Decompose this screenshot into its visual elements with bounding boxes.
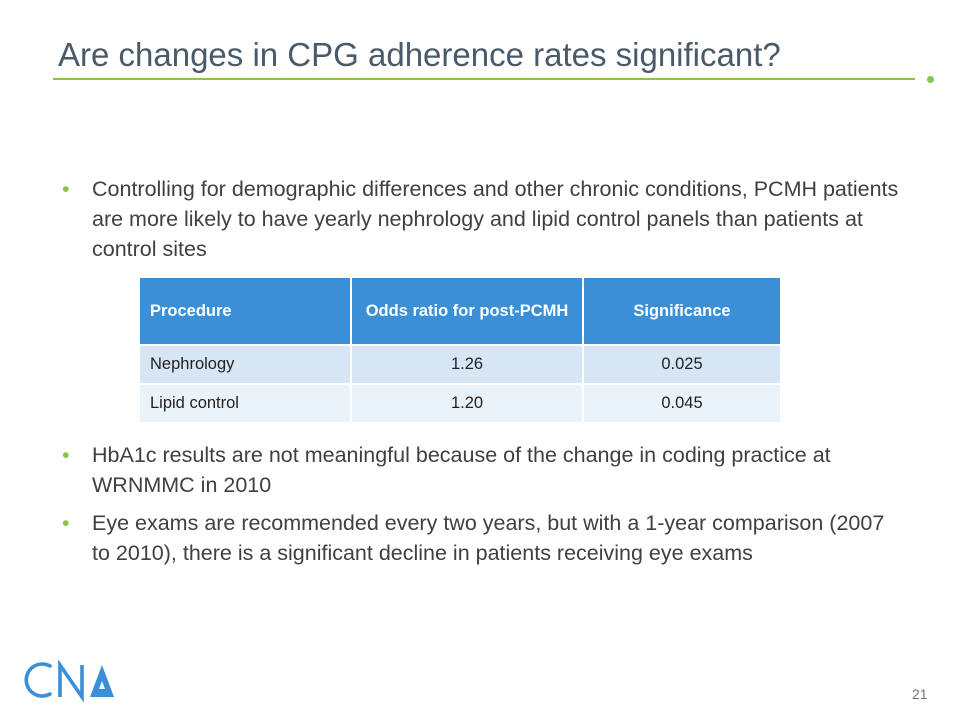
table-header-row: Procedure Odds ratio for post-PCMH Signi…	[140, 278, 780, 345]
logo-letter-n	[58, 660, 84, 702]
title-underline	[53, 78, 915, 80]
header-procedure: Procedure	[140, 278, 351, 345]
cell-odds-ratio: 1.26	[350, 344, 583, 384]
bullet-list: Controlling for demographic differences …	[62, 174, 912, 568]
header-odds-ratio: Odds ratio for post-PCMH	[350, 278, 583, 345]
bullet-item: Eye exams are recommended every two year…	[62, 508, 892, 568]
cna-logo	[24, 660, 114, 702]
cell-significance: 0.045	[582, 383, 780, 422]
cell-odds-ratio: 1.20	[350, 383, 583, 422]
bullet-item: Controlling for demographic differences …	[62, 174, 902, 264]
bullet-item: HbA1c results are not meaningful because…	[62, 440, 912, 500]
cell-significance: 0.025	[582, 344, 780, 384]
slide-title: Are changes in CPG adherence rates signi…	[58, 36, 781, 73]
page-number: 21	[912, 686, 928, 702]
logo-letter-a-counter	[99, 681, 105, 689]
title-underline-dot	[927, 76, 934, 83]
cell-procedure: Nephrology	[140, 344, 351, 384]
cell-procedure: Lipid control	[140, 383, 351, 422]
logo-letter-c	[24, 662, 52, 698]
table-row: Nephrology 1.26 0.025	[140, 344, 780, 384]
header-significance: Significance	[582, 278, 780, 345]
table-row: Lipid control 1.20 0.045	[140, 383, 780, 422]
odds-ratio-table: Procedure Odds ratio for post-PCMH Signi…	[140, 278, 780, 422]
